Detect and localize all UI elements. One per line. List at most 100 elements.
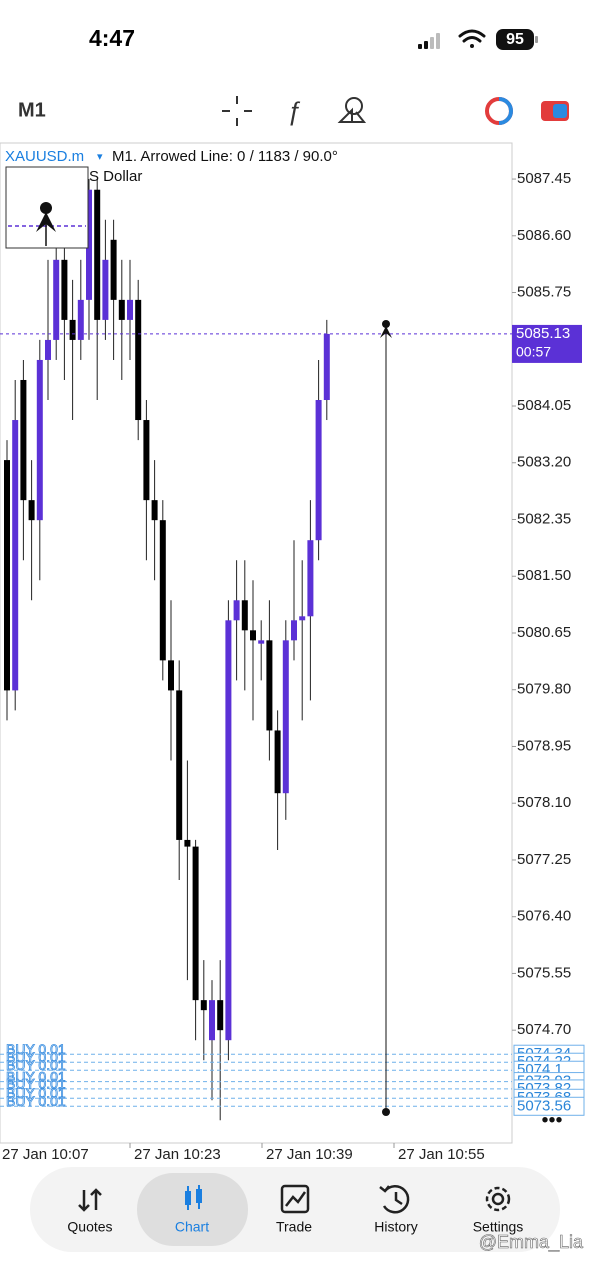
- candle-body: [4, 460, 10, 691]
- object-preview: [5, 166, 89, 249]
- candle-body: [274, 730, 281, 794]
- order-price: 5073.56: [517, 1097, 571, 1114]
- candle-body: [110, 239, 117, 300]
- candle-body: [69, 319, 76, 340]
- candle-body: [233, 600, 240, 621]
- candle-body: [266, 640, 273, 731]
- order-price-box: [513, 1096, 585, 1116]
- symbol-description: S Dollar: [89, 168, 142, 185]
- plot-area: [0, 179, 512, 1121]
- x-tick-label: 27 Jan 10:23: [134, 1146, 221, 1163]
- objects-button[interactable]: [337, 97, 367, 123]
- candle-body: [36, 359, 43, 521]
- current-price-tag: [512, 324, 582, 363]
- candle-body: [225, 620, 232, 1041]
- y-tick-label: 5078.10: [517, 794, 571, 811]
- symbol[interactable]: XAUUSD.m: [5, 148, 84, 165]
- object-info: M1. Arrowed Line: 0 / 1183 / 90.0°: [112, 148, 338, 165]
- order-label[interactable]: BUY 0.01: [6, 1085, 67, 1102]
- candle-body: [299, 616, 306, 621]
- tab-label[interactable]: Trade: [276, 1219, 312, 1235]
- candle-body: [77, 299, 84, 340]
- candle-body: [28, 500, 35, 521]
- tab-label[interactable]: Quotes: [67, 1219, 112, 1235]
- history-icon: [379, 1184, 410, 1214]
- candle-body: [258, 640, 265, 644]
- symbol-menu[interactable]: ▾: [97, 151, 103, 163]
- candle-body: [143, 420, 150, 501]
- order-label[interactable]: BUY 0.01: [6, 1041, 67, 1058]
- chart-icon: [185, 1185, 202, 1210]
- y-tick-label: 5078.95: [517, 737, 571, 754]
- candle-body: [168, 660, 174, 691]
- battery-level: 95: [506, 31, 524, 48]
- y-tick-label: 5085.75: [517, 284, 571, 301]
- tab-label[interactable]: Chart: [175, 1219, 209, 1235]
- order-label[interactable]: BUY 0.01: [6, 1075, 67, 1092]
- order-label[interactable]: BUY 0.01: [6, 1057, 67, 1074]
- status-time: 4:47: [89, 25, 135, 51]
- trade-icon: [280, 1184, 310, 1214]
- candle-body: [151, 500, 158, 521]
- candle-body: [20, 379, 27, 501]
- candle-body: [323, 333, 330, 401]
- candle-body: [307, 540, 314, 617]
- candle-body: [217, 1000, 224, 1031]
- account-button[interactable]: [485, 97, 513, 125]
- candle-body: [200, 1000, 207, 1011]
- order-label[interactable]: BUY 0.01: [6, 1068, 67, 1085]
- crosshair-button[interactable]: [222, 96, 252, 126]
- quotes-icon: [78, 1188, 102, 1212]
- candle-body: [209, 1000, 215, 1041]
- candle-body: [135, 299, 142, 421]
- y-tick-label: 5081.50: [517, 567, 571, 584]
- battery-cap: [535, 36, 538, 43]
- y-tick-label: 5083.20: [517, 454, 571, 471]
- watermark: @Emma_Lia: [479, 1232, 584, 1253]
- settings-icon: [485, 1186, 511, 1212]
- tab-selected: [137, 1173, 248, 1246]
- candle-body: [176, 690, 183, 840]
- candle-body: [192, 846, 199, 1001]
- candle-body: [291, 620, 297, 641]
- chart-frame: [0, 142, 513, 1144]
- y-tick-label: 5080.65: [517, 624, 571, 641]
- candle-body: [102, 259, 109, 320]
- candle-body: [127, 299, 133, 320]
- battery: [496, 29, 534, 50]
- x-tick-label: 27 Jan 10:07: [2, 1146, 89, 1163]
- candle-body: [159, 520, 166, 661]
- candle-body: [250, 630, 256, 641]
- candle-body: [61, 259, 68, 320]
- current-price: 5085.13: [516, 325, 570, 342]
- tab-label[interactable]: Settings: [473, 1219, 524, 1235]
- order-label[interactable]: BUY 0.01: [6, 1049, 67, 1066]
- wifi-icon: [458, 29, 486, 48]
- candle-body: [53, 259, 60, 340]
- indicators-button[interactable]: ƒ: [287, 96, 301, 126]
- bar-countdown: 00:57: [516, 344, 551, 360]
- order-label[interactable]: BUY 0.01: [6, 1093, 67, 1110]
- y-tick-label: 5087.45: [517, 170, 571, 187]
- candle-body: [118, 299, 125, 320]
- y-tick-label: 5084.05: [517, 397, 571, 414]
- y-tick-label: 5074.70: [517, 1021, 571, 1038]
- candle-body: [45, 339, 51, 360]
- y-tick-label: 5079.80: [517, 681, 571, 698]
- x-tick-label: 27 Jan 10:39: [266, 1146, 353, 1163]
- y-tick-label: 5077.25: [517, 851, 571, 868]
- candle-body: [94, 189, 101, 320]
- arrowed-line[interactable]: [380, 320, 392, 1116]
- tab-label[interactable]: History: [374, 1219, 418, 1235]
- y-tick-label: 5082.35: [517, 510, 571, 527]
- candle-body: [184, 839, 191, 847]
- more-button[interactable]: •••: [541, 1109, 562, 1131]
- trade-button[interactable]: [541, 101, 569, 121]
- candle-body: [86, 189, 92, 300]
- y-tick-label: 5086.60: [517, 227, 571, 244]
- candle-body: [315, 400, 322, 541]
- timeframe-button[interactable]: M1: [18, 99, 46, 121]
- signal-icon: [418, 33, 440, 49]
- x-tick-label: 27 Jan 10:55: [398, 1146, 485, 1163]
